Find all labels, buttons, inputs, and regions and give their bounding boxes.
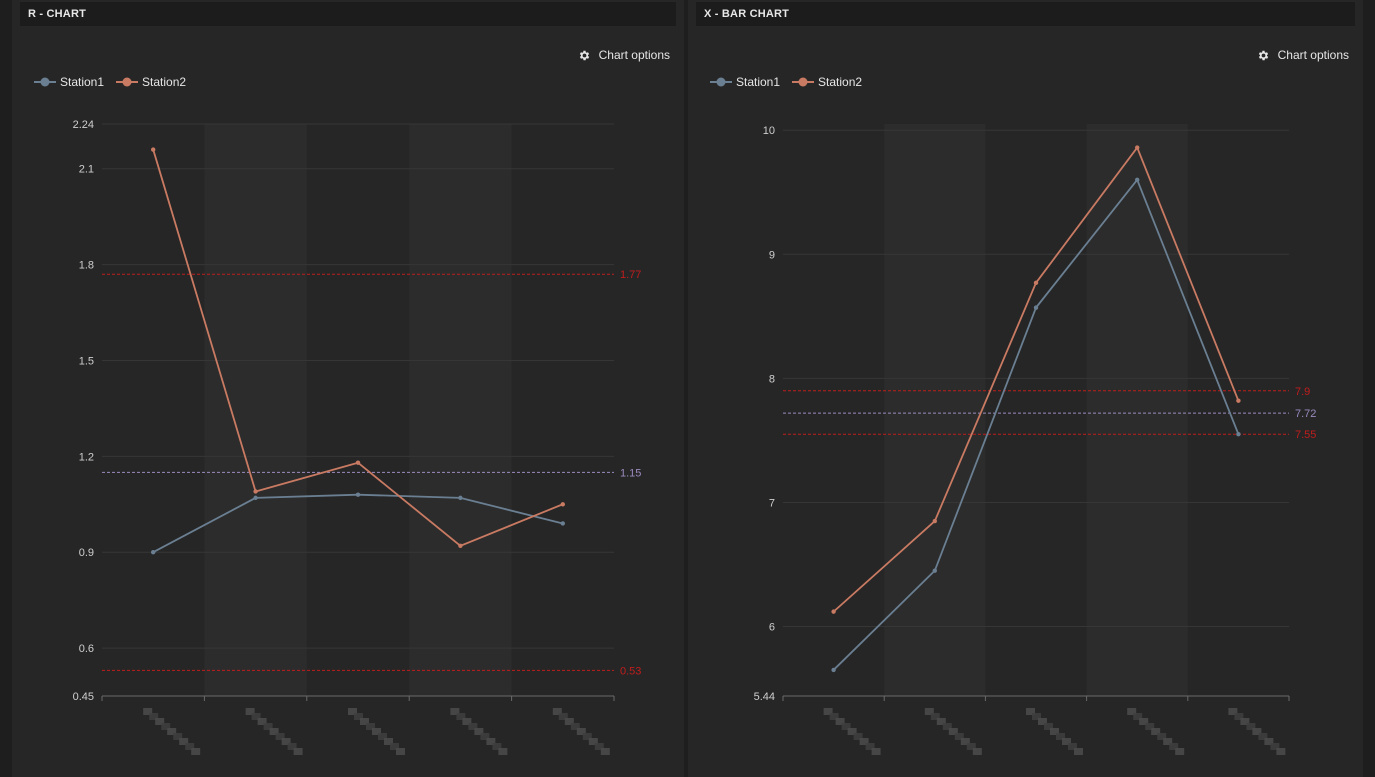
x-series-station2-point: [1236, 398, 1241, 403]
legend-label-station2: Station2: [142, 75, 187, 89]
gear-icon: [1257, 49, 1270, 62]
x-category-label-redacted: [924, 708, 982, 755]
r-category-label-redacted: [143, 708, 201, 755]
r-chart-header: R - CHART: [20, 2, 676, 26]
legend-item-station1[interactable]: Station1: [34, 75, 104, 89]
station2-swatch-icon: [792, 77, 815, 87]
legend-item-station1[interactable]: Station1: [710, 75, 780, 89]
x-ref-line-label: 7.72: [1295, 408, 1316, 420]
legend-label-station1: Station1: [60, 75, 105, 89]
r-y-tick-label: 0.45: [73, 691, 94, 703]
r-y-tick-label: 2.1: [79, 164, 94, 176]
gear-icon: [578, 49, 591, 62]
r-series-station1-point: [253, 495, 258, 501]
x-y-tick-label: 7: [769, 497, 775, 509]
legend-label-station1: Station1: [736, 75, 781, 89]
r-series-station1-point: [355, 492, 361, 497]
station1-swatch-icon: [710, 77, 732, 87]
r-category-label-redacted: [552, 708, 610, 755]
r-series-station2-point: [151, 147, 156, 152]
legend-label-station2: Station2: [818, 75, 863, 89]
x-series-station1-point: [1033, 305, 1039, 310]
legend-item-station2[interactable]: Station2: [792, 75, 862, 89]
r-ref-line-label: 1.77: [620, 269, 641, 281]
r-chart-options-button[interactable]: Chart options: [578, 46, 670, 64]
x-band: [1086, 124, 1188, 696]
x-series-station2-point: [831, 609, 836, 614]
r-ref-line-label: 1.15: [620, 467, 641, 479]
r-y-tick-label: 2.24: [73, 119, 94, 131]
r-chart-panel: R - CHART Chart options Station1 Station…: [12, 0, 684, 777]
x-bar-chart-options-button[interactable]: Chart options: [1257, 46, 1349, 64]
x-y-tick-label: 8: [769, 373, 775, 385]
x-ref-line-label: 7.9: [1295, 386, 1310, 398]
r-series-station1-point: [560, 521, 565, 526]
x-series-station1-point: [831, 667, 836, 673]
r-series-station2-point: [355, 460, 361, 465]
x-series-station2-point: [1033, 280, 1039, 286]
x-y-tick-label: 6: [769, 622, 775, 634]
r-chart-legend: Station1 Station2: [34, 73, 186, 91]
x-bar-chart-legend: Station1 Station2: [710, 73, 862, 91]
x-bar-chart-panel: X - BAR CHART Chart options Station1 Sta…: [688, 0, 1363, 777]
r-category-label-redacted: [245, 708, 303, 755]
x-y-tick-label: 10: [763, 125, 775, 137]
x-series-station2-point: [1135, 145, 1140, 150]
x-ref-line-label: 7.55: [1295, 429, 1316, 441]
r-y-tick-label: 0.9: [79, 547, 94, 559]
x-bar-chart-plot: 5.44 6 7 8 9 10 7.9 7.72 7.55: [754, 124, 1316, 755]
x-y-tick-label: 5.44: [754, 691, 775, 703]
r-chart-plot: 0.45 0.6 0.9 1.2 1.5 1.8 2.1 2.24 1.77 1.15 0.53: [73, 119, 641, 755]
station2-swatch-icon: [116, 77, 139, 87]
x-category-label-redacted: [823, 708, 881, 755]
r-y-tick-label: 1.8: [79, 260, 94, 272]
x-bar-chart-header: X - BAR CHART: [696, 2, 1355, 26]
chart-options-label: Chart options: [1277, 48, 1349, 62]
r-series-station2-point: [253, 489, 258, 494]
r-y-tick-label: 1.2: [79, 451, 94, 463]
r-series-station1-point: [151, 550, 156, 555]
r-category-label-redacted: [450, 708, 508, 755]
x-category-label-redacted: [1127, 708, 1185, 755]
r-y-tick-label: 0.6: [79, 643, 94, 655]
r-band: [204, 124, 307, 696]
r-series-station2-point: [560, 502, 565, 507]
x-series-station1-point: [932, 568, 937, 573]
x-series-station2-point: [932, 518, 937, 524]
x-category-label-redacted: [1026, 708, 1083, 755]
r-ref-line-label: 0.53: [620, 665, 641, 677]
x-category-label-redacted: [1228, 708, 1286, 755]
r-category-label-redacted: [348, 708, 405, 755]
x-y-tick-label: 9: [769, 249, 775, 261]
r-y-tick-label: 1.5: [79, 355, 94, 367]
x-series-station1-point: [1236, 431, 1241, 437]
r-series-station1-point: [458, 495, 463, 501]
legend-item-station2[interactable]: Station2: [116, 75, 186, 89]
x-band: [884, 124, 986, 696]
station1-swatch-icon: [34, 77, 56, 87]
x-series-station1-point: [1135, 177, 1140, 183]
chart-options-label: Chart options: [598, 48, 670, 62]
r-band: [409, 124, 512, 696]
r-series-station2-point: [458, 543, 463, 549]
